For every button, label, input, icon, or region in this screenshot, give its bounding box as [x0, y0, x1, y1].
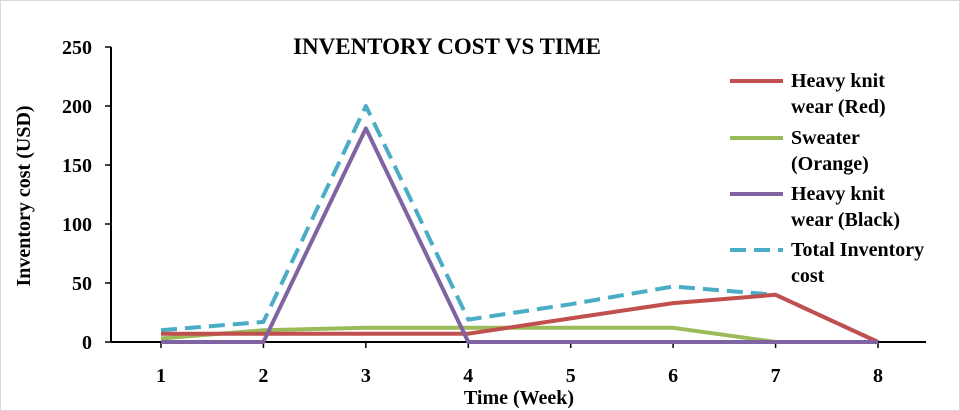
legend-label-0: wear (Red): [791, 96, 886, 118]
x-tick-label: 3: [361, 365, 371, 387]
legend-label-1: (Orange): [791, 153, 869, 175]
y-tick-label: 250: [62, 37, 92, 59]
y-axis-label-group: Inventory cost (USD): [13, 105, 35, 286]
legend-label-0: Heavy knit: [791, 70, 885, 92]
series-line-2: [161, 126, 878, 344]
y-ticks: 0 50 100 150 200 250: [62, 37, 111, 354]
y-axis-label: Inventory cost (USD): [13, 105, 35, 286]
legend: Heavy knit wear (Red) Sweater (Orange) Heavy…: [730, 70, 924, 287]
x-tick-label: 8: [873, 365, 883, 387]
legend-label-3: Total Inventory: [791, 239, 924, 261]
y-tick-label: 100: [62, 214, 92, 236]
x-tick-label: 1: [156, 365, 166, 387]
x-axis-label: Time (Week): [464, 387, 574, 409]
series-line-0: [161, 292, 879, 344]
legend-label-2: Heavy knit: [791, 183, 885, 205]
legend-label-2: wear (Black): [791, 209, 900, 231]
x-tick-label: 5: [566, 365, 576, 387]
legend-label-1: Sweater: [791, 127, 860, 149]
series-line-3: [160, 104, 879, 344]
legend-label-3: cost: [791, 265, 825, 287]
chart-title: INVENTORY COST VS TIME: [293, 34, 601, 59]
y-tick-label: 0: [82, 332, 92, 354]
x-ticks: 1 2 3 4 5 6 7 8: [156, 342, 883, 387]
y-tick-label: 200: [62, 96, 92, 118]
y-tick-label: 50: [72, 273, 92, 295]
x-tick-label: 4: [463, 365, 473, 387]
x-tick-label: 7: [771, 365, 781, 387]
y-tick-label: 150: [62, 155, 92, 177]
series-group: [160, 104, 879, 344]
x-tick-label: 2: [258, 365, 268, 387]
x-tick-label: 6: [668, 365, 678, 387]
